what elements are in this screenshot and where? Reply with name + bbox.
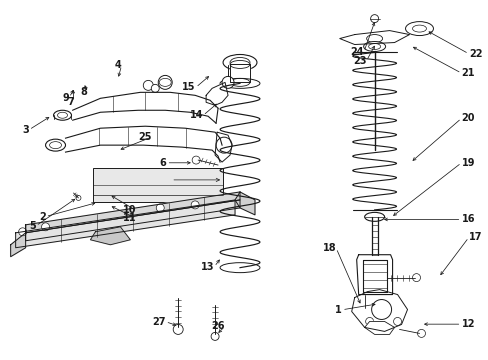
- Circle shape: [41, 223, 49, 231]
- Text: 27: 27: [152, 317, 165, 327]
- Polygon shape: [339, 31, 408, 45]
- Circle shape: [412, 274, 420, 282]
- Ellipse shape: [405, 22, 432, 36]
- Ellipse shape: [412, 25, 426, 32]
- Ellipse shape: [229, 58, 249, 67]
- Circle shape: [370, 15, 378, 23]
- Ellipse shape: [368, 44, 380, 50]
- Polygon shape: [25, 200, 240, 241]
- Text: 23: 23: [352, 56, 366, 66]
- Circle shape: [156, 204, 164, 212]
- Text: 18: 18: [322, 243, 335, 253]
- Text: 3: 3: [22, 125, 29, 135]
- Ellipse shape: [45, 139, 65, 151]
- Polygon shape: [356, 255, 392, 294]
- Text: 9: 9: [62, 93, 69, 103]
- Text: 10: 10: [122, 206, 136, 216]
- Text: 6: 6: [160, 158, 166, 168]
- Polygon shape: [11, 225, 25, 257]
- Circle shape: [19, 228, 26, 236]
- Ellipse shape: [366, 35, 382, 42]
- Polygon shape: [351, 289, 407, 332]
- Circle shape: [151, 84, 159, 92]
- Circle shape: [158, 75, 172, 89]
- Polygon shape: [25, 192, 240, 233]
- Text: 13: 13: [201, 262, 214, 272]
- Ellipse shape: [223, 54, 256, 71]
- Ellipse shape: [364, 212, 384, 221]
- Ellipse shape: [229, 60, 249, 68]
- Circle shape: [173, 324, 183, 334]
- Text: 16: 16: [461, 215, 474, 224]
- Text: 26: 26: [211, 321, 224, 331]
- Text: 15: 15: [182, 82, 195, 93]
- Polygon shape: [364, 321, 394, 334]
- Polygon shape: [90, 227, 130, 245]
- Circle shape: [192, 156, 200, 164]
- Circle shape: [216, 137, 232, 153]
- Text: 12: 12: [461, 319, 474, 329]
- Circle shape: [417, 329, 425, 337]
- Polygon shape: [362, 260, 386, 292]
- Text: 17: 17: [468, 232, 481, 242]
- Text: 8: 8: [81, 87, 87, 97]
- Polygon shape: [215, 132, 232, 162]
- Circle shape: [393, 318, 401, 325]
- Text: 21: 21: [461, 68, 474, 78]
- Text: 4: 4: [115, 60, 122, 70]
- Ellipse shape: [49, 141, 61, 149]
- Ellipse shape: [229, 78, 249, 86]
- Polygon shape: [16, 200, 235, 248]
- Text: 1: 1: [335, 305, 341, 315]
- Circle shape: [143, 80, 153, 90]
- Text: 2: 2: [39, 212, 45, 221]
- Bar: [93, 168, 223, 202]
- Text: 19: 19: [461, 158, 474, 168]
- Ellipse shape: [53, 110, 71, 120]
- Text: 7: 7: [67, 97, 74, 107]
- Text: 5: 5: [29, 221, 36, 231]
- Text: 20: 20: [461, 113, 474, 123]
- Polygon shape: [205, 82, 227, 105]
- Circle shape: [76, 195, 81, 201]
- Text: 11: 11: [122, 213, 136, 223]
- Circle shape: [211, 332, 219, 340]
- Polygon shape: [235, 192, 254, 215]
- Text: 22: 22: [468, 49, 481, 59]
- Circle shape: [191, 201, 199, 209]
- Circle shape: [365, 318, 373, 325]
- Text: 14: 14: [189, 111, 203, 121]
- Ellipse shape: [363, 41, 385, 51]
- Ellipse shape: [58, 112, 67, 118]
- Text: 25: 25: [138, 132, 152, 142]
- Polygon shape: [229, 64, 249, 82]
- Circle shape: [371, 300, 391, 319]
- Text: 24: 24: [350, 46, 363, 57]
- Circle shape: [360, 306, 368, 314]
- Circle shape: [222, 76, 234, 88]
